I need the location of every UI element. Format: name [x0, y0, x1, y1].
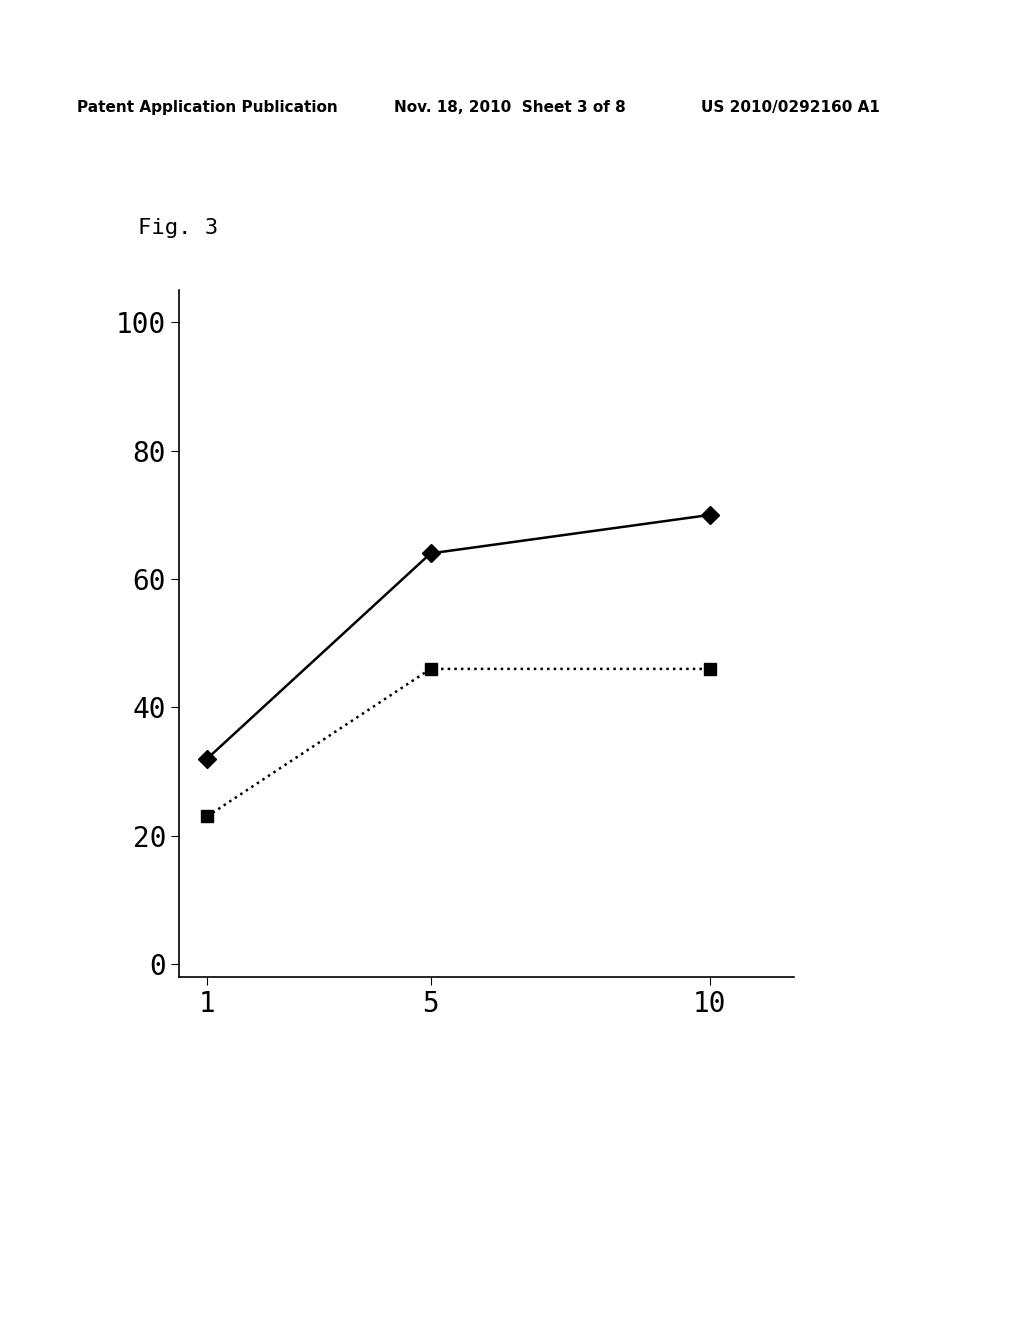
Text: Fig. 3: Fig. 3 [138, 218, 218, 238]
Text: Nov. 18, 2010  Sheet 3 of 8: Nov. 18, 2010 Sheet 3 of 8 [394, 100, 626, 115]
Text: Patent Application Publication: Patent Application Publication [77, 100, 338, 115]
Text: US 2010/0292160 A1: US 2010/0292160 A1 [701, 100, 881, 115]
